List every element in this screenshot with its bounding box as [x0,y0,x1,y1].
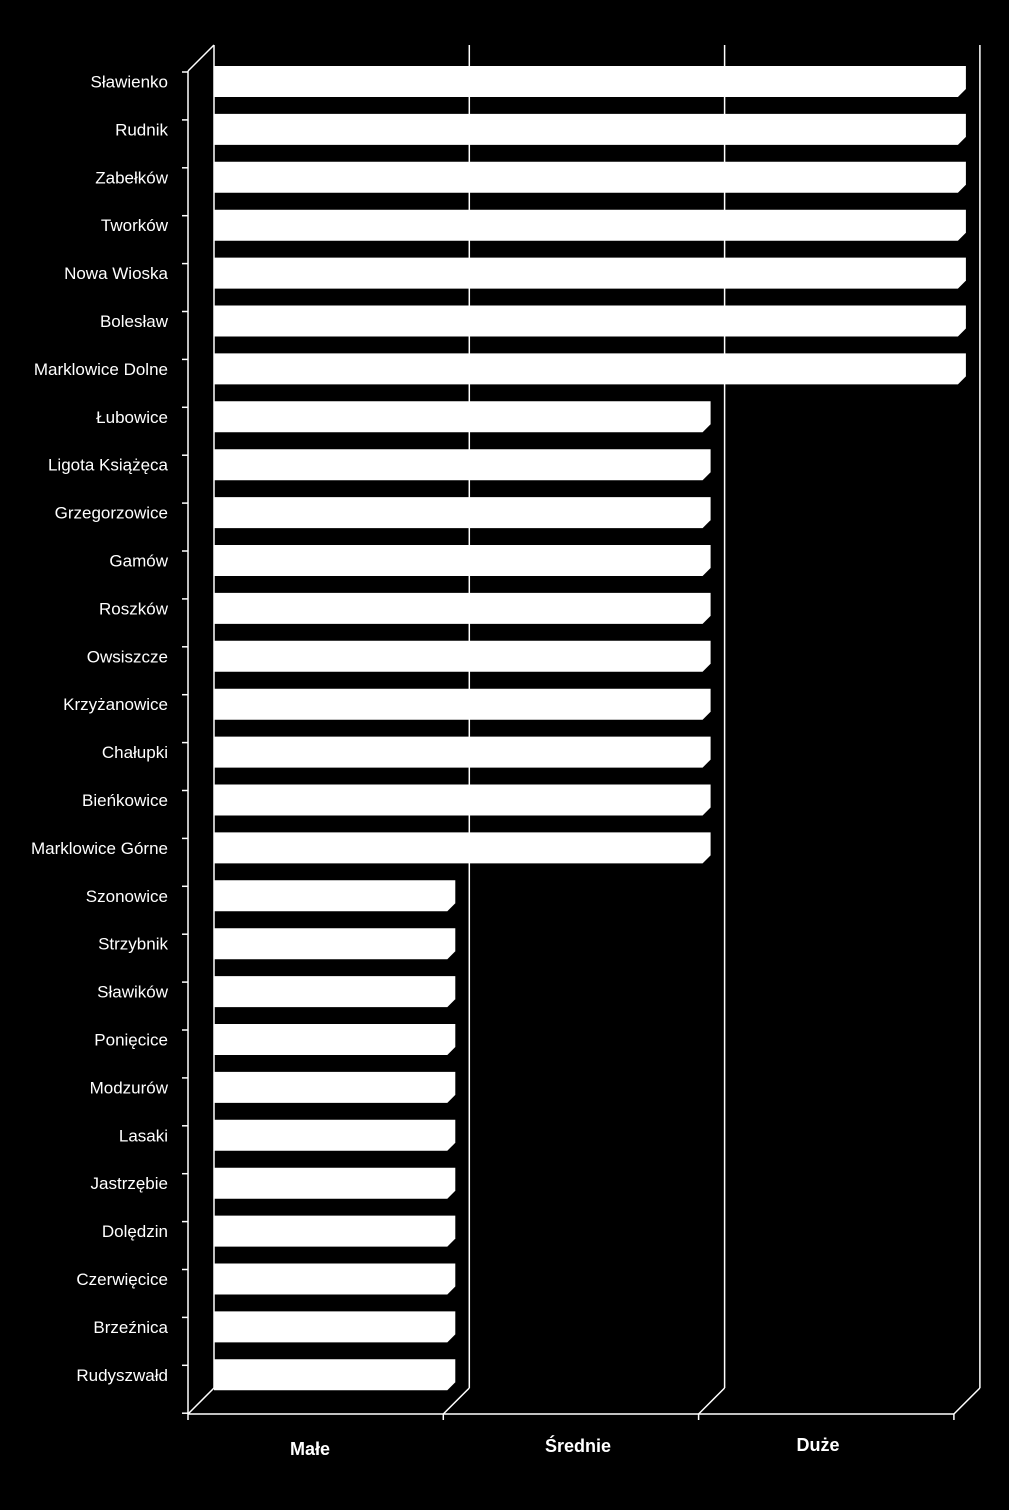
y-tick-label: Łubowice [96,408,168,427]
y-tick-label: Sławienko [91,73,169,92]
x-tick-label: Średnie [545,1435,611,1456]
bar [214,545,711,576]
y-tick-label: Zabełków [95,168,168,187]
y-tick-label: Nowa Wioska [64,264,168,283]
bar [214,257,966,289]
bar [214,640,711,672]
bar [214,497,711,529]
bar [214,592,711,624]
y-tick-label: Modzurów [90,1078,169,1097]
y-tick-label: Sławików [97,983,169,1002]
x-tick-label: Małe [290,1439,330,1459]
y-tick-label: Rudnik [115,120,168,139]
bar [214,1071,456,1103]
y-tick-label: Lasaki [119,1126,168,1145]
y-tick-label: Bieńkowice [82,791,168,810]
y-tick-label: Brzeźnica [93,1318,168,1337]
y-tick-label: Szonowice [86,887,168,906]
bar [214,449,711,481]
y-tick-label: Gamów [109,552,168,571]
floor-gridline [187,1387,215,1415]
chart-gridlines [187,44,981,1415]
depth-edge [187,44,215,72]
bar [214,976,456,1008]
bar [214,113,966,145]
y-tick-label: Roszków [99,599,169,618]
bar [214,209,966,241]
bar [214,1215,456,1247]
y-tick-label: Marklowice Górne [31,839,168,858]
bar [214,1119,456,1151]
floor-gridline [698,1387,726,1415]
bar [214,305,966,337]
chart-bars [214,66,966,1391]
chart-axes [182,71,955,1420]
bar [214,1263,456,1295]
y-tick-label: Krzyżanowice [63,695,168,714]
y-tick-label: Marklowice Dolne [34,360,168,379]
bar [214,784,711,816]
bar [214,832,711,864]
y-tick-label: Bolesław [100,312,169,331]
bar [214,736,711,768]
y-tick-label: Ligota Książęca [48,456,169,475]
y-tick-label: Strzybnik [98,935,168,954]
floor-gridline [442,1387,470,1415]
bar [214,66,966,97]
bar [214,1024,456,1055]
bar [214,1167,456,1199]
bar [214,880,456,912]
y-tick-label: Czerwięcice [76,1270,168,1289]
y-tick-label: Owsiszcze [87,647,168,666]
y-tick-label: Tworków [101,216,169,235]
y-tick-label: Chałupki [102,743,168,762]
x-tick-label: Duże [796,1435,839,1455]
y-tick-label: Dolędzin [102,1222,168,1241]
y-tick-label: Rudyszwałd [76,1366,168,1385]
y-axis-labels: Sławienko Rudnik Zabełków Tworków Nowa Wiosk… [31,73,169,1385]
bar [214,688,711,720]
bar [214,353,966,385]
y-tick-label: Grzegorzowice [55,504,168,523]
x-axis-labels: Małe Średnie Duże [290,1435,840,1459]
bar [214,928,456,960]
y-tick-label: Ponięcice [94,1031,168,1050]
bar [214,401,711,433]
bar [214,161,966,193]
floor-gridline [953,1387,981,1415]
y-tick-label: Jastrzębie [91,1174,168,1193]
bar [214,1311,456,1343]
bar [214,1359,456,1391]
